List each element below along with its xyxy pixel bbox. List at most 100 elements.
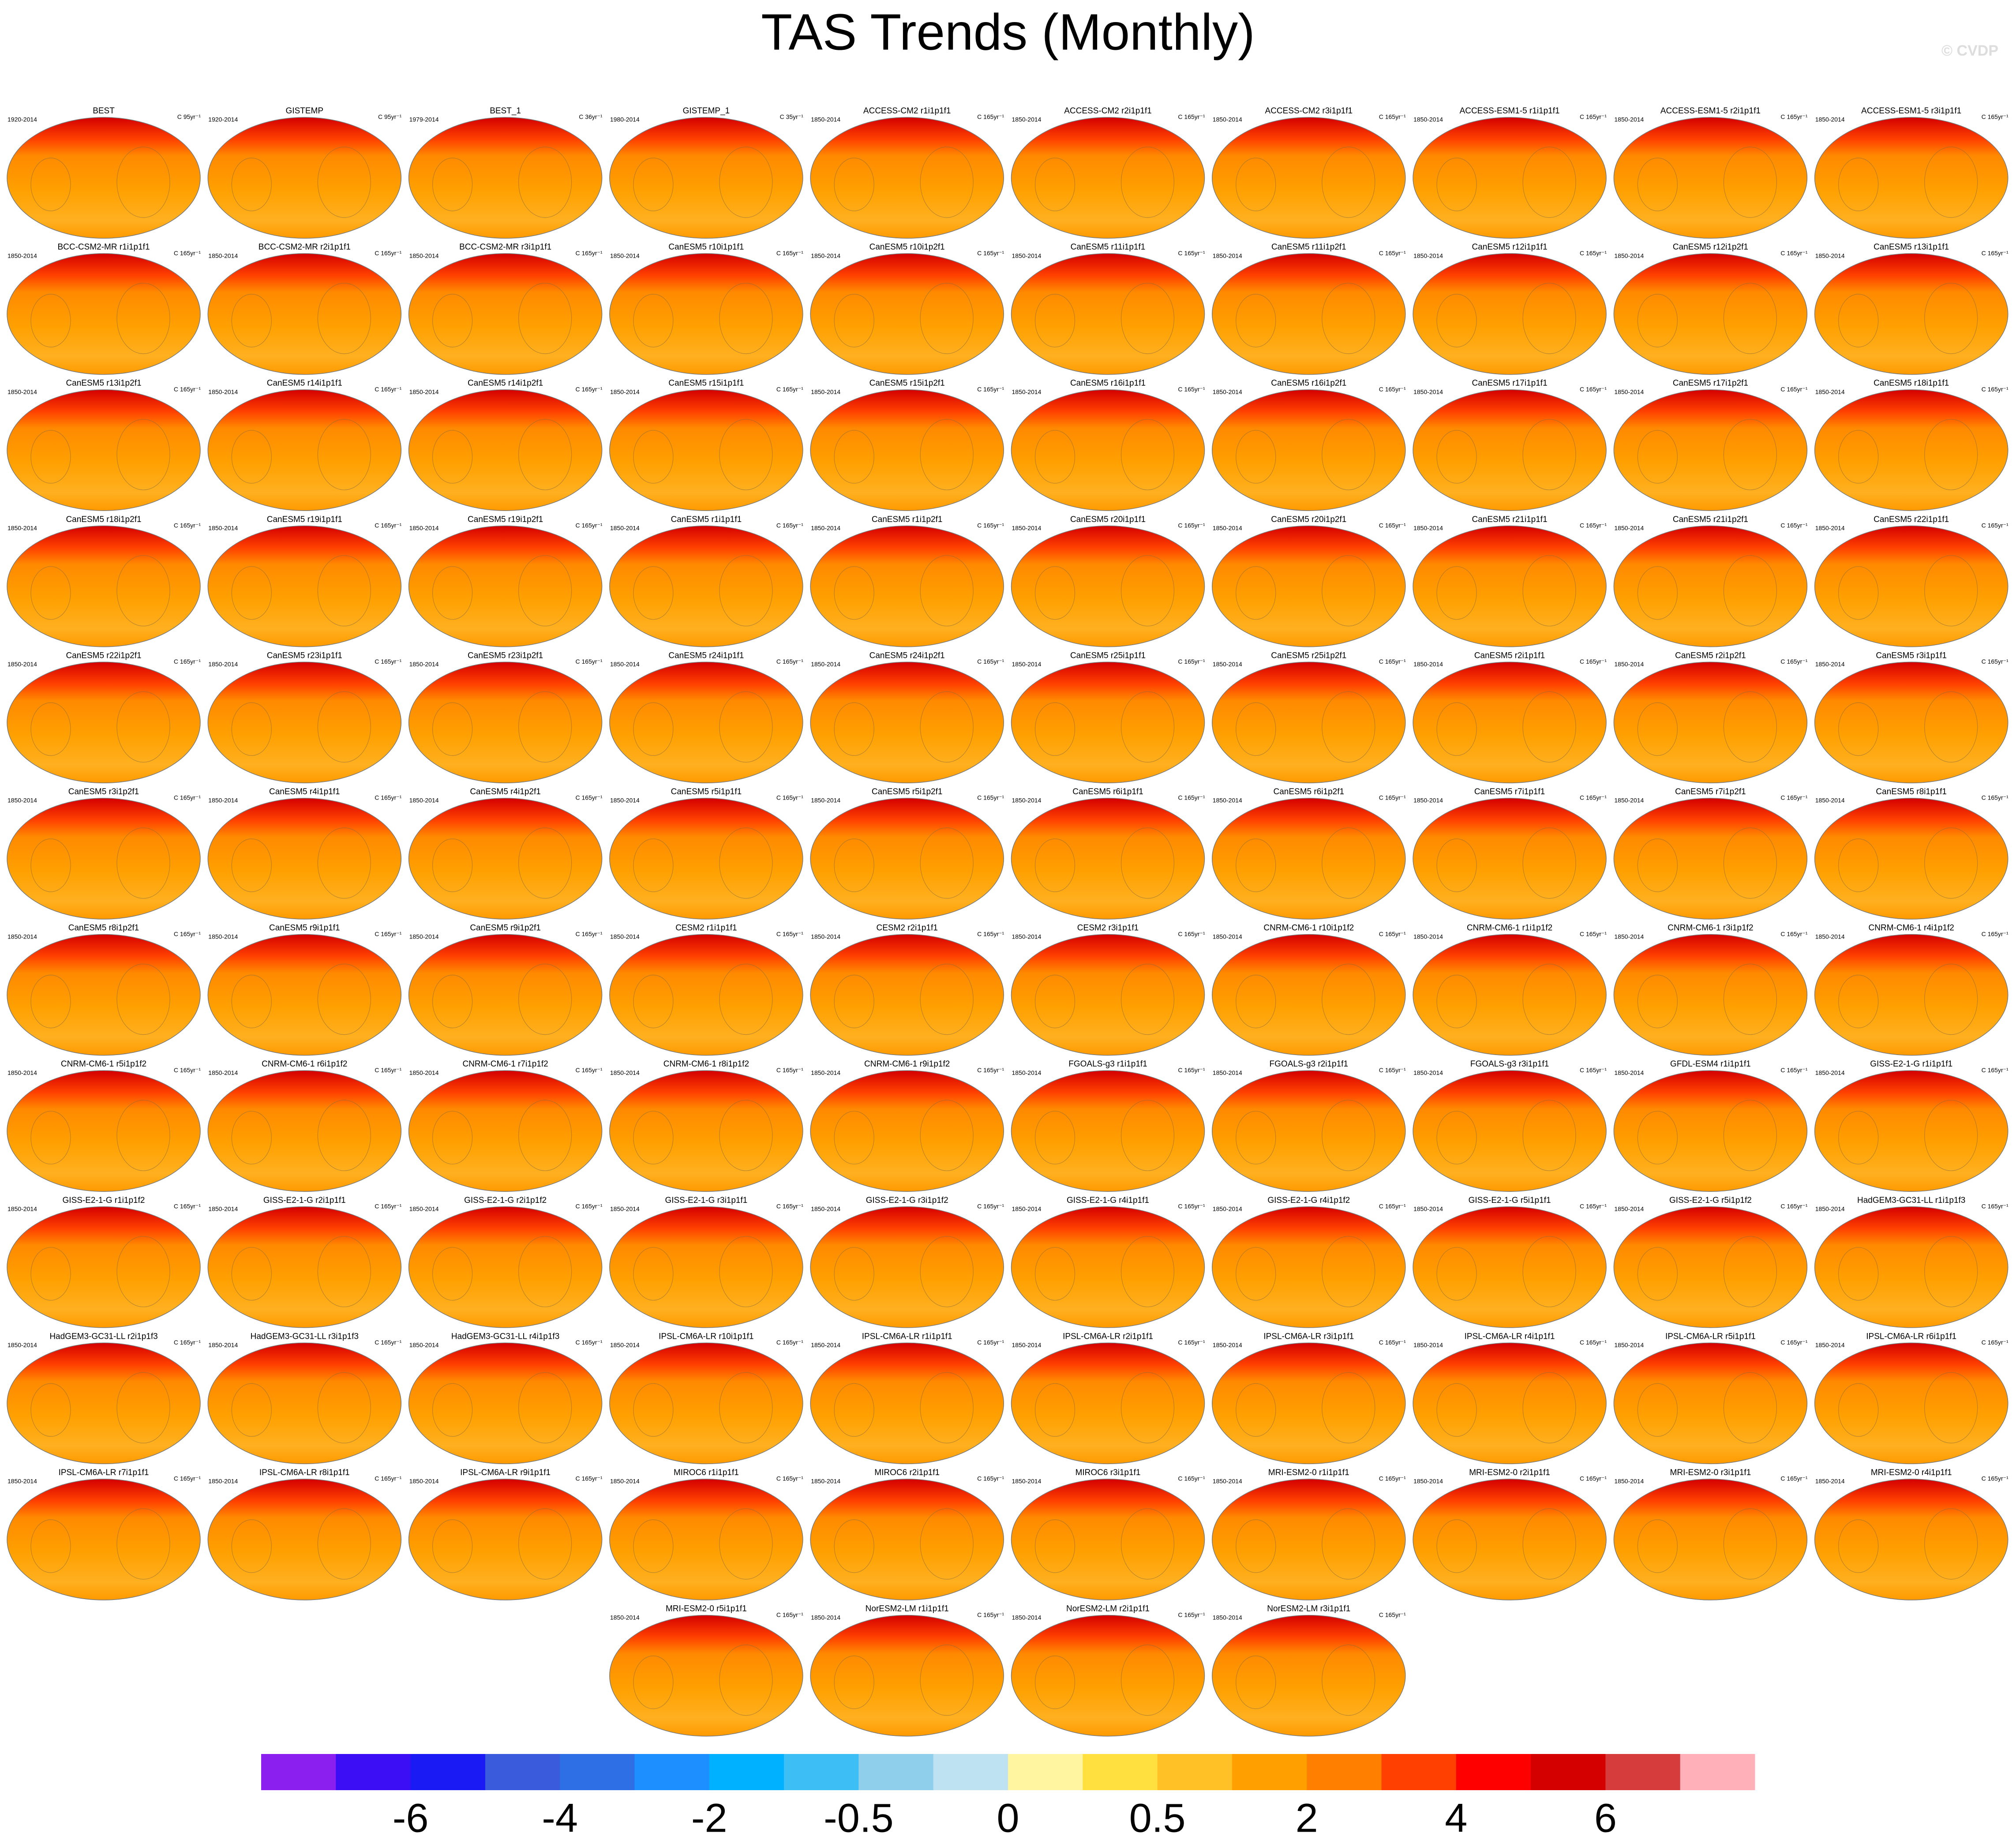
map-land xyxy=(1436,1247,1477,1301)
map-ocean xyxy=(408,117,603,239)
panel-units: C 165yr⁻¹ xyxy=(977,1203,1004,1210)
map-panel: CanESM5 r3i1p1f1 1850-2014 C 165yr⁻¹ xyxy=(1814,651,2009,784)
map-land xyxy=(1838,158,1879,211)
panel-units: C 165yr⁻¹ xyxy=(977,113,1004,120)
panel-units: C 165yr⁻¹ xyxy=(1379,658,1406,665)
panel-units: C 165yr⁻¹ xyxy=(1178,249,1205,256)
panel-title: GISS-E2-1-G r5i1p1f1 xyxy=(1469,1196,1551,1205)
map-ocean xyxy=(810,117,1004,239)
map-panel: CanESM5 r9i1p1f1 1850-2014 C 165yr⁻¹ xyxy=(207,924,402,1056)
colorbar-tick-label: 4 xyxy=(1445,1795,1467,1840)
map-land xyxy=(30,158,71,211)
panel-units: C 165yr⁻¹ xyxy=(174,1067,201,1074)
panel-title: CanESM5 r18i1p1f1 xyxy=(1874,379,1949,388)
map-land xyxy=(231,158,272,211)
map-ocean xyxy=(1814,1070,2009,1192)
colorbar-tick-label: 0 xyxy=(997,1795,1019,1840)
panel-units: C 165yr⁻¹ xyxy=(977,794,1004,801)
panel-title: BCC-CSM2-MR r3i1p1f1 xyxy=(459,243,551,252)
panel-title: ACCESS-CM2 r3i1p1f1 xyxy=(1265,106,1353,116)
panel-period: 1850-2014 xyxy=(208,252,238,259)
panel-period: 1850-2014 xyxy=(1413,797,1443,804)
map-ocean xyxy=(1413,934,1607,1056)
panel-units: C 165yr⁻¹ xyxy=(1580,1067,1607,1074)
panel-title: CanESM5 r15i1p1f1 xyxy=(668,379,744,388)
map-panel: CanESM5 r4i1p2f1 1850-2014 C 165yr⁻¹ xyxy=(408,787,603,920)
map-panel: CNRM-CM6-1 r8i1p1f2 1850-2014 C 165yr⁻¹ xyxy=(609,1059,803,1192)
panel-units: C 165yr⁻¹ xyxy=(1178,386,1205,393)
map-land xyxy=(1436,975,1477,1029)
panel-title: IPSL-CM6A-LR r3i1p1f1 xyxy=(1263,1332,1354,1341)
map-panel: CanESM5 r23i1p2f1 1850-2014 C 165yr⁻¹ xyxy=(408,651,603,784)
panel-units: C 165yr⁻¹ xyxy=(1379,794,1406,801)
map-panel: ACCESS-CM2 r2i1p1f1 1850-2014 C 165yr⁻¹ xyxy=(1011,106,1205,239)
panel-period: 1850-2014 xyxy=(409,933,439,940)
panel-units: C 165yr⁻¹ xyxy=(776,1067,803,1074)
map-land xyxy=(1236,430,1276,484)
panel-title: HadGEM3-GC31-LL r3i1p1f3 xyxy=(251,1332,359,1341)
panel-period: 1850-2014 xyxy=(811,1478,840,1485)
panel-units: C 165yr⁻¹ xyxy=(1580,113,1607,120)
panel-title: CanESM5 r25i1p2f1 xyxy=(1271,651,1346,660)
map-panel: CanESM5 r9i1p2f1 1850-2014 C 165yr⁻¹ xyxy=(408,924,603,1056)
map-panel: CanESM5 r24i1p2f1 1850-2014 C 165yr⁻¹ xyxy=(810,651,1004,784)
map-land xyxy=(518,827,572,899)
panel-period: 1850-2014 xyxy=(1614,388,1644,395)
panel-title: CanESM5 r16i1p2f1 xyxy=(1271,379,1346,388)
panel-period: 1850-2014 xyxy=(811,525,840,532)
colorbar-tick-label: -2 xyxy=(691,1795,727,1840)
panel-period: 1850-2014 xyxy=(208,797,238,804)
map-land xyxy=(116,419,170,490)
map-land xyxy=(1723,1508,1777,1580)
map-panel: HadGEM3-GC31-LL r4i1p1f3 1850-2014 C 165yr… xyxy=(408,1332,603,1465)
colorbar-box xyxy=(634,1754,710,1790)
panel-period: 1850-2014 xyxy=(1815,661,1845,668)
panel-title: GISTEMP_1 xyxy=(683,106,730,116)
map-land xyxy=(317,1372,371,1443)
map-land xyxy=(30,838,71,892)
map-panel: CanESM5 r16i1p2f1 1850-2014 C 165yr⁻¹ xyxy=(1212,379,1406,511)
panel-units: C 165yr⁻¹ xyxy=(375,1339,401,1346)
map-land xyxy=(1034,975,1075,1029)
map-panel: CanESM5 r6i1p1f1 1850-2014 C 165yr⁻¹ xyxy=(1011,787,1205,920)
panel-title: IPSL-CM6A-LR r1i1p1f1 xyxy=(862,1332,952,1341)
map-panel: ACCESS-ESM1-5 r1i1p1f1 1850-2014 C 165yr⁻¹ xyxy=(1413,106,1607,239)
map-panel: NorESM2-LM r3i1p1f1 1850-2014 C 165yr⁻¹ xyxy=(1212,1604,1406,1737)
panel-period: 1850-2014 xyxy=(1815,388,1845,395)
map-ocean xyxy=(1011,1206,1205,1328)
panel-units: C 165yr⁻¹ xyxy=(174,1475,201,1482)
map-land xyxy=(1637,293,1678,348)
panel-units: C 165yr⁻¹ xyxy=(1982,794,2009,801)
panel-period: 1850-2014 xyxy=(1614,661,1644,668)
panel-title: HadGEM3-GC31-LL r1i1p1f3 xyxy=(1857,1196,1965,1205)
map-land xyxy=(1838,838,1879,892)
panel-period: 1850-2014 xyxy=(1614,1341,1644,1348)
map-ocean xyxy=(609,1070,803,1192)
map-ocean xyxy=(7,1479,201,1600)
panel-units: C 165yr⁻¹ xyxy=(375,794,401,801)
map-panel: MIROC6 r3i1p1f1 1850-2014 C 165yr⁻¹ xyxy=(1011,1468,1205,1600)
panel-title: BEST xyxy=(93,106,115,116)
map-land xyxy=(1120,146,1175,218)
map-panel: CanESM5 r19i1p1f1 1850-2014 C 165yr⁻¹ xyxy=(207,515,402,647)
map-land xyxy=(1436,566,1477,620)
map-land xyxy=(1723,964,1777,1035)
panel-title: CanESM5 r25i1p1f1 xyxy=(1070,651,1146,660)
panel-title: GISS-E2-1-G r2i1p1f1 xyxy=(263,1196,346,1205)
colorbar-box xyxy=(709,1754,784,1790)
panel-title: CanESM5 r3i1p2f1 xyxy=(68,787,139,796)
map-ocean xyxy=(1413,1070,1607,1192)
panel-period: 1850-2014 xyxy=(208,1206,238,1213)
panel-title: ACCESS-ESM1-5 r1i1p1f1 xyxy=(1460,106,1560,116)
map-land xyxy=(920,1100,974,1171)
map-land xyxy=(1236,158,1276,211)
panel-units: C 165yr⁻¹ xyxy=(375,1203,401,1210)
panel-units: C 165yr⁻¹ xyxy=(977,522,1004,529)
panel-title: CanESM5 r11i1p1f1 xyxy=(1071,243,1146,252)
map-land xyxy=(1924,419,1978,490)
panel-title: CanESM5 r4i1p2f1 xyxy=(470,787,541,796)
panel-period: 1850-2014 xyxy=(1614,797,1644,804)
panel-units: C 165yr⁻¹ xyxy=(375,658,401,665)
map-ocean xyxy=(408,1342,603,1465)
panel-units: C 165yr⁻¹ xyxy=(776,1339,803,1346)
